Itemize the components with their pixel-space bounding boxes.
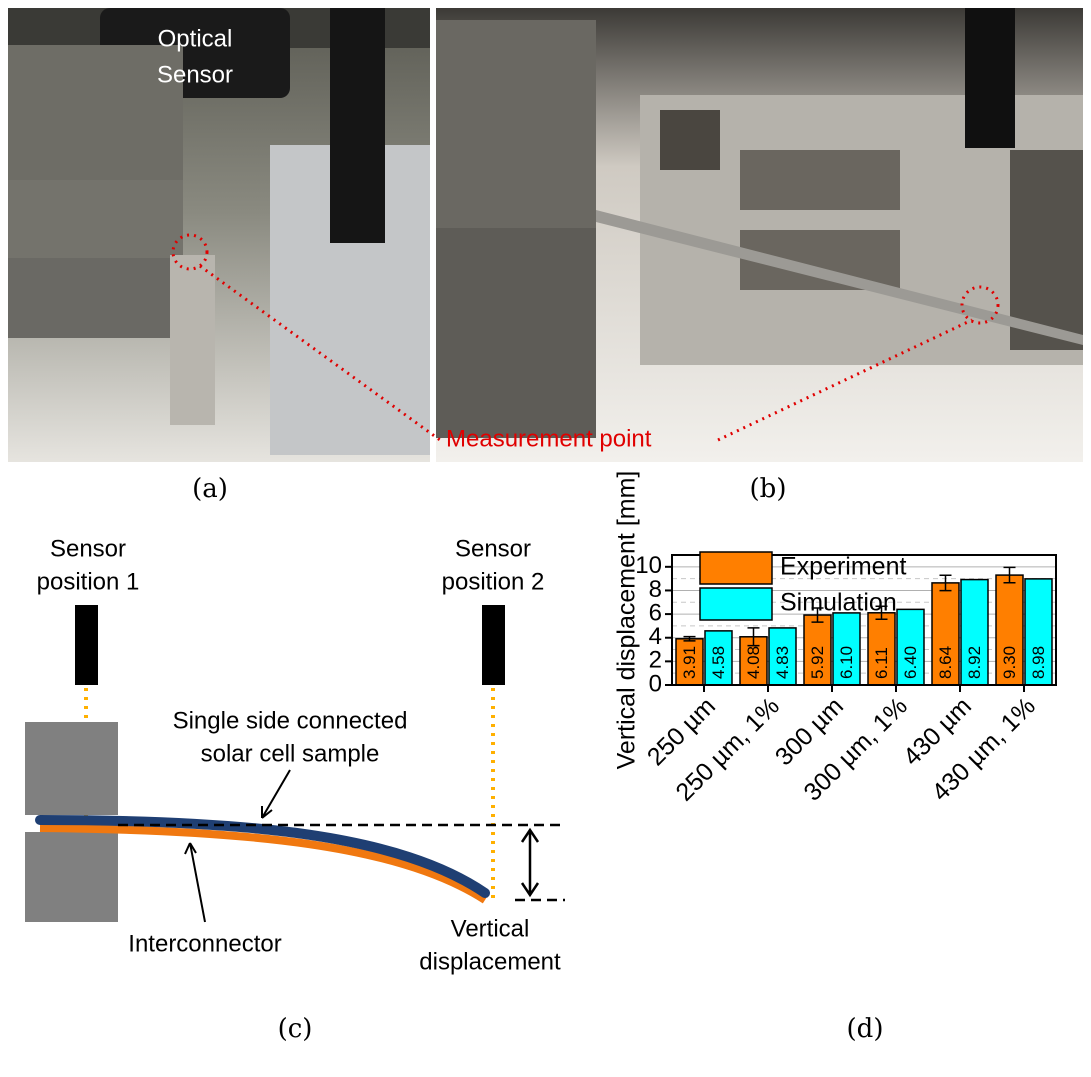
photo-b <box>436 8 1083 462</box>
y-tick-label: 10 <box>635 552 662 579</box>
value-label: 8.98 <box>1029 646 1048 679</box>
value-label: 5.92 <box>808 646 827 679</box>
caption: (d) <box>847 1014 884 1044</box>
value-label: 4.58 <box>709 646 728 679</box>
caption: (c) <box>278 1014 313 1044</box>
annotation: Optical <box>158 25 233 52</box>
y-tick-label: 2 <box>649 647 662 674</box>
legend-swatch <box>700 552 772 584</box>
annotation: Sensor <box>455 535 531 562</box>
annotation: displacement <box>419 948 561 975</box>
value-label: 6.10 <box>837 646 856 679</box>
annotation: position 2 <box>442 568 545 595</box>
value-label: 6.40 <box>901 646 920 679</box>
legend-label: Experiment <box>780 553 906 581</box>
y-axis-title: Vertical displacement [mm] <box>613 471 641 770</box>
value-label: 4.83 <box>773 646 792 679</box>
y-tick-label: 0 <box>649 670 662 697</box>
value-label: 9.30 <box>1000 646 1019 679</box>
legend-swatch <box>700 588 772 620</box>
figure: Optical Sensor Measurement point (a) (b)… <box>0 0 1091 1077</box>
page: Optical Sensor Measurement point (a) (b)… <box>0 0 1091 1077</box>
value-label: 8.64 <box>936 646 955 679</box>
value-label: 4.08 <box>744 646 763 679</box>
caption: (b) <box>750 474 787 504</box>
annotation: Interconnector <box>128 930 281 957</box>
legend-label: Simulation <box>780 589 897 617</box>
y-tick-label: 4 <box>649 623 662 650</box>
annotation: Sensor <box>157 61 233 88</box>
annotation: solar cell sample <box>201 740 380 767</box>
value-label: 3.91 <box>680 646 699 679</box>
annotation: Single side connected <box>173 707 408 734</box>
annotation: position 1 <box>37 568 140 595</box>
caption: (a) <box>192 474 228 504</box>
measurement-label: Measurement point <box>446 425 652 452</box>
value-label: 8.92 <box>965 646 984 679</box>
y-tick-label: 6 <box>649 599 662 626</box>
value-label: 6.11 <box>872 647 891 679</box>
annotation: Sensor <box>50 535 126 562</box>
y-tick-label: 8 <box>649 576 662 603</box>
annotation: Vertical <box>451 915 530 942</box>
